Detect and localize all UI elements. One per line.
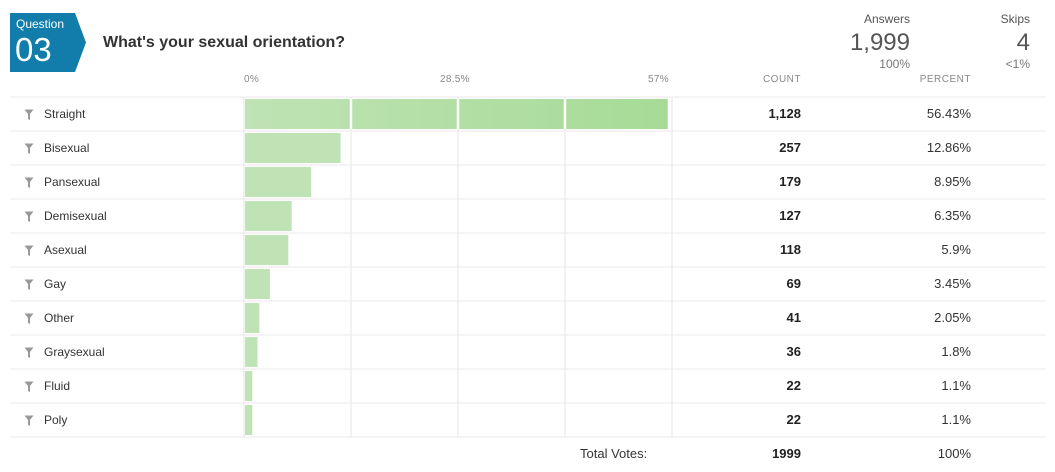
row-percent: 1.8%	[941, 344, 971, 359]
bar	[245, 99, 668, 129]
filter-icon[interactable]	[24, 142, 34, 154]
row-label: Straight	[44, 107, 86, 121]
answers-stat: Answers 1,999 100%	[850, 12, 910, 71]
filter-icon[interactable]	[24, 278, 34, 290]
axis-tick-label: 0%	[244, 74, 260, 85]
question-number: 03	[15, 31, 52, 68]
bar	[245, 133, 341, 163]
row-label: Other	[44, 311, 75, 325]
row-percent: 1.1%	[941, 378, 971, 393]
filter-icon[interactable]	[24, 346, 34, 358]
axis-tick-label: 57%	[648, 74, 669, 85]
axis-tick-label: 28.5%	[440, 74, 470, 85]
filter-icon[interactable]	[24, 210, 34, 222]
bar	[245, 167, 312, 197]
row-count: 179	[779, 174, 801, 189]
filter-icon[interactable]	[24, 380, 34, 392]
row-count: 22	[786, 412, 801, 427]
answers-percent: 100%	[879, 57, 910, 71]
answers-label: Answers	[863, 12, 910, 26]
question-badge: Question 03	[10, 13, 86, 72]
row-count: 257	[779, 140, 801, 155]
bar	[245, 337, 258, 367]
row-percent: 12.86%	[926, 140, 971, 155]
row-percent: 6.35%	[934, 208, 971, 223]
row-label: Demisexual	[44, 209, 107, 223]
percent-column-header: PERCENT	[919, 74, 971, 85]
row-count: 36	[786, 344, 801, 359]
row-count: 127	[779, 208, 801, 223]
bar	[245, 405, 253, 435]
row-label: Gay	[44, 277, 67, 291]
row-label: Bisexual	[44, 141, 90, 155]
question-title: What's your sexual orientation?	[103, 34, 346, 51]
skips-percent: <1%	[1005, 57, 1030, 71]
row-count: 118	[780, 242, 801, 257]
row-percent: 5.9%	[941, 242, 971, 257]
row-label: Poly	[44, 413, 68, 427]
filter-icon[interactable]	[24, 244, 34, 256]
filter-icon[interactable]	[24, 312, 34, 324]
row-label: Asexual	[44, 243, 87, 257]
row-percent: 56.43%	[926, 106, 971, 121]
row-count: 41	[786, 310, 801, 325]
total-votes-percent: 100%	[937, 446, 971, 461]
filter-icon[interactable]	[24, 414, 34, 426]
row-percent: 3.45%	[934, 276, 971, 291]
bar	[245, 371, 253, 401]
filter-icon[interactable]	[24, 108, 34, 120]
row-percent: 2.05%	[934, 310, 971, 325]
bar	[245, 269, 270, 299]
filter-icon[interactable]	[24, 176, 34, 188]
row-percent: 8.95%	[934, 174, 971, 189]
answers-value: 1,999	[849, 29, 910, 56]
skips-stat: Skips 4 <1%	[1001, 12, 1030, 71]
count-column-header: COUNT	[762, 74, 801, 85]
row-count: 1,128	[768, 106, 801, 121]
skips-label: Skips	[1000, 12, 1030, 26]
row-percent: 1.1%	[941, 412, 971, 427]
bar	[245, 303, 260, 333]
row-label: Graysexual	[44, 345, 105, 359]
total-votes-label: Total Votes:	[580, 446, 648, 461]
row-count: 22	[786, 378, 801, 393]
skips-value: 4	[1016, 29, 1030, 56]
question-badge-label: Question	[16, 17, 65, 31]
row-label: Pansexual	[44, 175, 101, 189]
row-label: Fluid	[44, 379, 71, 393]
row-count: 69	[786, 276, 801, 291]
bar	[245, 201, 292, 231]
total-votes-count: 1999	[772, 446, 801, 461]
bar	[245, 235, 289, 265]
